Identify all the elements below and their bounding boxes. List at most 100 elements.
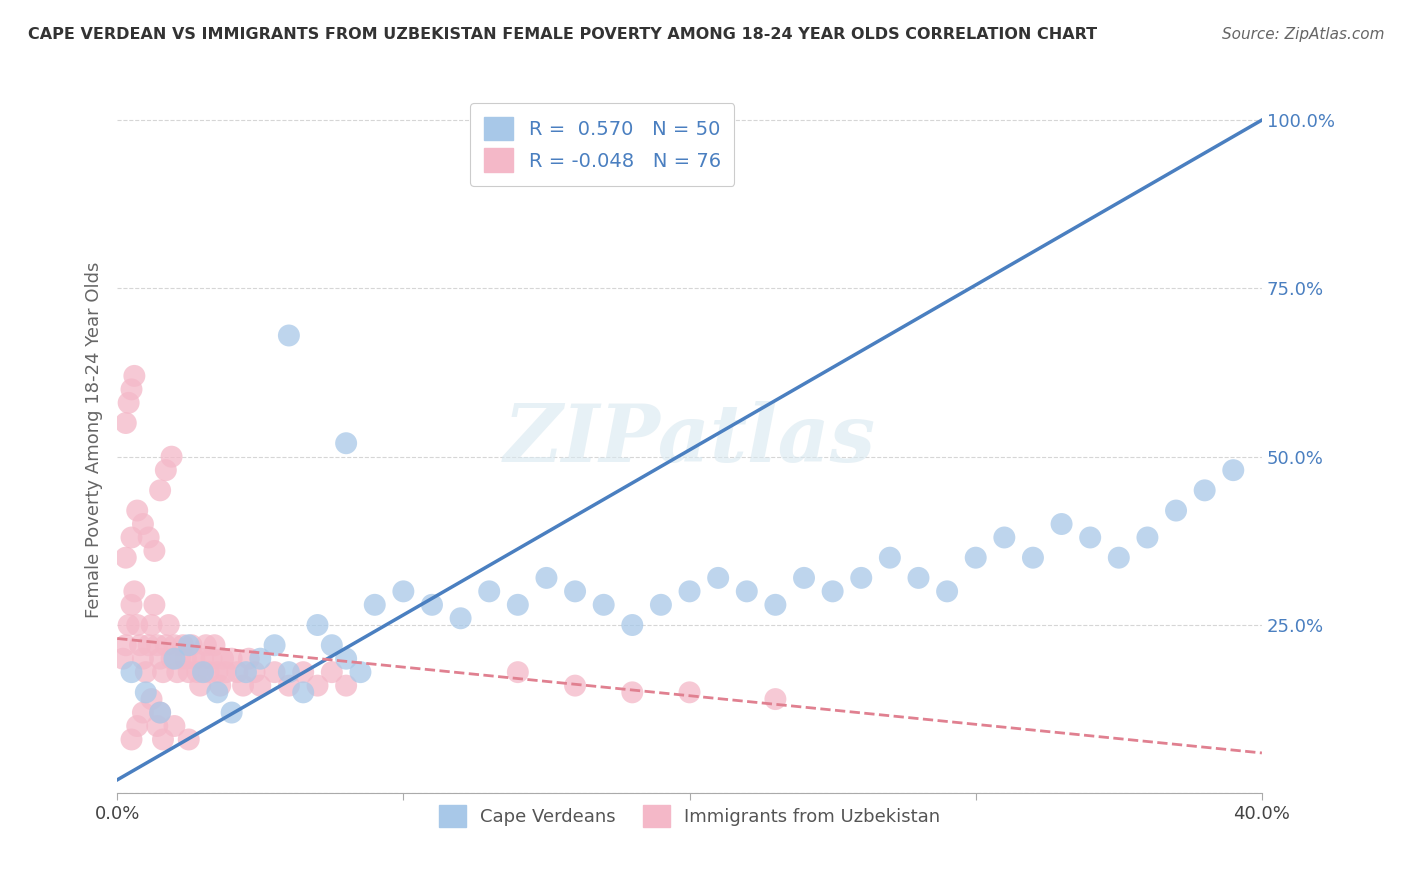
Point <box>392 584 415 599</box>
Point <box>1136 531 1159 545</box>
Point <box>215 665 238 680</box>
Point <box>121 531 143 545</box>
Point <box>174 651 197 665</box>
Point <box>277 328 299 343</box>
Point <box>129 638 152 652</box>
Point <box>478 584 501 599</box>
Point <box>114 638 136 652</box>
Point <box>763 598 786 612</box>
Point <box>564 679 586 693</box>
Point <box>143 598 166 612</box>
Point <box>207 665 229 680</box>
Point <box>204 638 226 652</box>
Point <box>146 719 169 733</box>
Point <box>993 531 1015 545</box>
Point <box>155 463 177 477</box>
Point <box>149 706 172 720</box>
Point <box>307 618 329 632</box>
Point <box>114 416 136 430</box>
Text: ZIPatlas: ZIPatlas <box>503 401 876 479</box>
Point <box>135 665 157 680</box>
Point <box>292 685 315 699</box>
Text: Source: ZipAtlas.com: Source: ZipAtlas.com <box>1222 27 1385 42</box>
Point <box>335 436 357 450</box>
Point <box>177 638 200 652</box>
Point <box>232 679 254 693</box>
Point <box>936 584 959 599</box>
Point <box>221 706 243 720</box>
Point <box>124 584 146 599</box>
Point <box>132 706 155 720</box>
Point <box>263 638 285 652</box>
Point <box>127 618 149 632</box>
Point <box>793 571 815 585</box>
Point <box>249 679 271 693</box>
Point <box>121 598 143 612</box>
Point <box>183 651 205 665</box>
Point <box>851 571 873 585</box>
Point <box>114 550 136 565</box>
Point <box>166 665 188 680</box>
Point <box>121 665 143 680</box>
Point <box>735 584 758 599</box>
Point <box>155 638 177 652</box>
Point <box>321 638 343 652</box>
Point <box>172 638 194 652</box>
Point <box>1222 463 1244 477</box>
Point <box>307 679 329 693</box>
Point <box>117 618 139 632</box>
Point <box>207 685 229 699</box>
Point <box>821 584 844 599</box>
Point <box>132 651 155 665</box>
Point <box>191 651 214 665</box>
Legend: Cape Verdeans, Immigrants from Uzbekistan: Cape Verdeans, Immigrants from Uzbekista… <box>432 797 948 834</box>
Point <box>138 638 160 652</box>
Point <box>707 571 730 585</box>
Point <box>335 651 357 665</box>
Point <box>592 598 614 612</box>
Point <box>191 665 214 680</box>
Point <box>621 685 644 699</box>
Point <box>127 503 149 517</box>
Point <box>1108 550 1130 565</box>
Point <box>209 679 232 693</box>
Point <box>1194 483 1216 498</box>
Point <box>678 685 700 699</box>
Point <box>506 665 529 680</box>
Point <box>180 638 202 652</box>
Point <box>763 692 786 706</box>
Point <box>143 544 166 558</box>
Point <box>277 679 299 693</box>
Point <box>138 531 160 545</box>
Point <box>564 584 586 599</box>
Point <box>536 571 558 585</box>
Point <box>1164 503 1187 517</box>
Point <box>149 706 172 720</box>
Point <box>1078 531 1101 545</box>
Point <box>907 571 929 585</box>
Point <box>111 651 134 665</box>
Point <box>194 638 217 652</box>
Y-axis label: Female Poverty Among 18-24 Year Olds: Female Poverty Among 18-24 Year Olds <box>86 261 103 618</box>
Point <box>149 651 172 665</box>
Point <box>650 598 672 612</box>
Point <box>335 679 357 693</box>
Point <box>678 584 700 599</box>
Point <box>226 665 249 680</box>
Point <box>141 692 163 706</box>
Point <box>177 732 200 747</box>
Point <box>201 651 224 665</box>
Point <box>186 665 208 680</box>
Point <box>277 665 299 680</box>
Point <box>235 665 257 680</box>
Point <box>163 651 186 665</box>
Point <box>124 368 146 383</box>
Point <box>127 719 149 733</box>
Point <box>132 516 155 531</box>
Point <box>117 396 139 410</box>
Point <box>160 450 183 464</box>
Point <box>292 665 315 680</box>
Point <box>221 651 243 665</box>
Point <box>243 665 266 680</box>
Point <box>506 598 529 612</box>
